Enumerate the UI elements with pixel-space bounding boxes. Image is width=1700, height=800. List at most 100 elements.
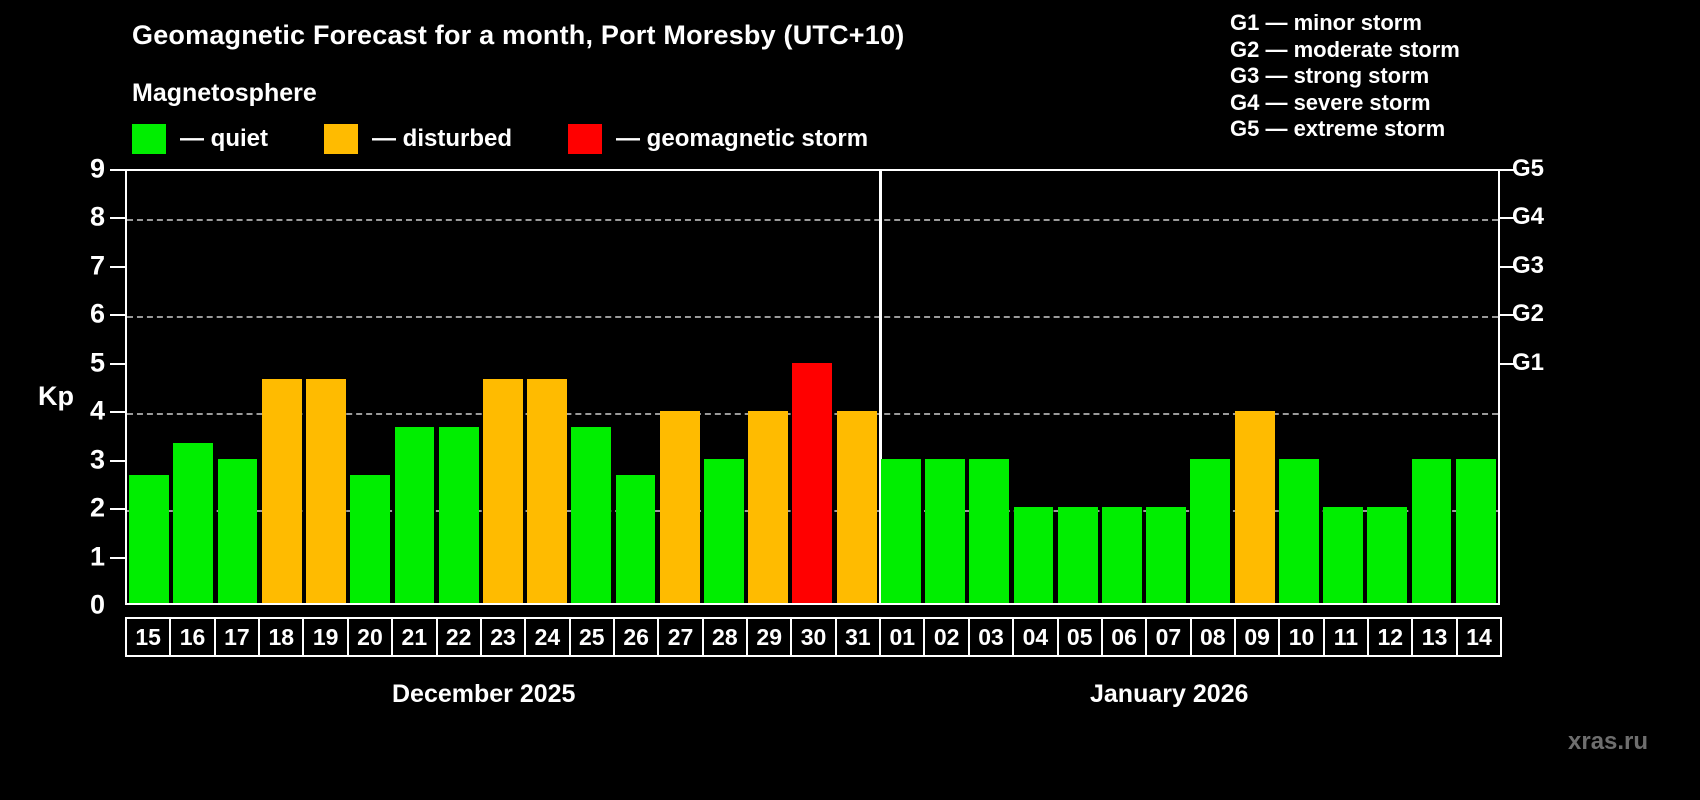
bar-day-03[interactable]	[969, 459, 1010, 603]
y-tick-6	[110, 314, 125, 317]
bar-day-23[interactable]	[482, 378, 523, 603]
right-axis-label-g4: G4	[1512, 203, 1545, 231]
bar-day-14[interactable]	[1455, 459, 1496, 603]
day-label-01[interactable]: 01	[879, 617, 926, 657]
g-scale-row-g2: G2 — moderate storm	[1230, 36, 1460, 62]
gridline-kp-6	[127, 316, 1498, 319]
legend-swatch-storm	[568, 124, 603, 154]
legend-swatch-disturbed	[324, 124, 358, 154]
bar-day-02[interactable]	[925, 459, 965, 603]
y-tick-label-8: 8	[89, 201, 105, 232]
bar-day-13[interactable]	[1411, 459, 1452, 603]
bar-day-20[interactable]	[350, 474, 391, 603]
bar-day-27[interactable]	[659, 411, 700, 603]
day-label-15[interactable]: 15	[125, 617, 172, 657]
bar-day-11[interactable]	[1323, 507, 1363, 603]
day-label-29[interactable]: 29	[746, 617, 793, 657]
day-label-10[interactable]: 10	[1278, 617, 1325, 657]
day-label-04[interactable]: 04	[1012, 617, 1059, 657]
day-label-19[interactable]: 19	[302, 617, 349, 657]
y-tick-4	[110, 411, 125, 414]
bar-day-29[interactable]	[748, 411, 789, 603]
legend-label-quiet: — quiet	[180, 125, 268, 152]
bar-day-15[interactable]	[129, 474, 170, 603]
bar-day-01[interactable]	[880, 459, 921, 603]
month-label-december: December 2025	[392, 680, 576, 708]
day-label-20[interactable]: 20	[346, 617, 394, 657]
bar-day-18[interactable]	[261, 378, 302, 603]
day-label-12[interactable]: 12	[1367, 617, 1414, 657]
bar-day-21[interactable]	[394, 426, 435, 603]
day-label-17[interactable]: 17	[213, 617, 261, 657]
day-label-18[interactable]: 18	[258, 617, 305, 657]
day-label-03[interactable]: 03	[967, 617, 1015, 657]
day-label-30[interactable]: 30	[790, 617, 837, 657]
month-label-january: January 2026	[1090, 680, 1249, 708]
y-tick-label-4: 4	[89, 395, 105, 426]
day-label-21[interactable]: 21	[391, 617, 438, 657]
day-label-13[interactable]: 13	[1411, 617, 1458, 657]
legend-item-quiet: — quiet	[132, 124, 268, 154]
y-tick-label-6: 6	[89, 298, 105, 329]
bar-day-26[interactable]	[615, 474, 656, 603]
day-label-22[interactable]: 22	[435, 617, 482, 657]
bar-day-17[interactable]	[217, 459, 258, 603]
legend-swatch-quiet	[132, 124, 166, 154]
g-scale-row-g5: G5 — extreme storm	[1230, 116, 1446, 141]
bar-day-24[interactable]	[527, 378, 567, 603]
right-axis-label-g5: G5	[1512, 155, 1545, 182]
y-tick-7	[110, 265, 125, 268]
day-label-23[interactable]: 23	[479, 617, 527, 657]
bar-day-31[interactable]	[836, 411, 877, 603]
legend-item-disturbed: — disturbed	[324, 124, 512, 154]
bar-day-07[interactable]	[1146, 507, 1187, 603]
g-scale-legend: G1 — minor storm G2 — moderate storm G3 …	[1230, 10, 1690, 143]
bar-day-12[interactable]	[1367, 507, 1408, 603]
day-label-28[interactable]: 28	[701, 617, 749, 657]
gridline-kp-8	[127, 219, 1498, 222]
bar-day-05[interactable]	[1057, 507, 1098, 603]
bar-day-22[interactable]	[438, 426, 479, 603]
y-tick-8	[110, 217, 125, 220]
right-axis-label-g3: G3	[1512, 251, 1545, 279]
bar-day-06[interactable]	[1102, 507, 1142, 603]
bar-day-04[interactable]	[1013, 507, 1054, 603]
y-axis-title: Kp	[38, 381, 74, 411]
magnetosphere-heading: Magnetosphere	[132, 79, 317, 107]
day-label-25[interactable]: 25	[568, 617, 615, 657]
day-label-16[interactable]: 16	[169, 617, 216, 657]
page-title: Geomagnetic Forecast for a month, Port M…	[132, 20, 905, 50]
bar-day-08[interactable]	[1190, 459, 1231, 603]
bar-day-30[interactable]	[792, 363, 833, 603]
y-tick-2	[110, 508, 125, 511]
bar-series	[127, 171, 1498, 603]
bar-day-16[interactable]	[173, 443, 214, 603]
day-label-14[interactable]: 14	[1455, 617, 1503, 657]
day-label-07[interactable]: 07	[1145, 617, 1192, 657]
day-label-11[interactable]: 11	[1322, 617, 1370, 657]
bar-day-28[interactable]	[704, 459, 744, 603]
day-label-09[interactable]: 09	[1233, 617, 1281, 657]
day-label-06[interactable]: 06	[1100, 617, 1148, 657]
right-axis-tick-g4	[1500, 217, 1514, 220]
g-scale-row-g1: G1 — minor storm	[1230, 10, 1422, 35]
day-label-31[interactable]: 31	[834, 617, 882, 657]
y-tick-1	[110, 556, 125, 559]
g-scale-row-g3: G3 — strong storm	[1230, 63, 1430, 88]
day-label-27[interactable]: 27	[657, 617, 704, 657]
legend-label-disturbed: — disturbed	[372, 125, 513, 152]
right-axis-tick-g1	[1500, 362, 1514, 365]
bar-day-25[interactable]	[571, 426, 612, 603]
y-tick-label-1: 1	[89, 541, 105, 572]
y-tick-3	[110, 459, 125, 462]
day-label-26[interactable]: 26	[612, 617, 660, 657]
day-label-02[interactable]: 02	[923, 617, 970, 657]
bar-day-19[interactable]	[306, 378, 346, 603]
day-label-05[interactable]: 05	[1056, 617, 1103, 657]
day-label-08[interactable]: 08	[1189, 617, 1236, 657]
bar-day-10[interactable]	[1278, 459, 1319, 603]
day-label-24[interactable]: 24	[524, 617, 571, 657]
y-tick-label-2: 2	[89, 492, 105, 523]
bar-day-09[interactable]	[1234, 411, 1275, 603]
